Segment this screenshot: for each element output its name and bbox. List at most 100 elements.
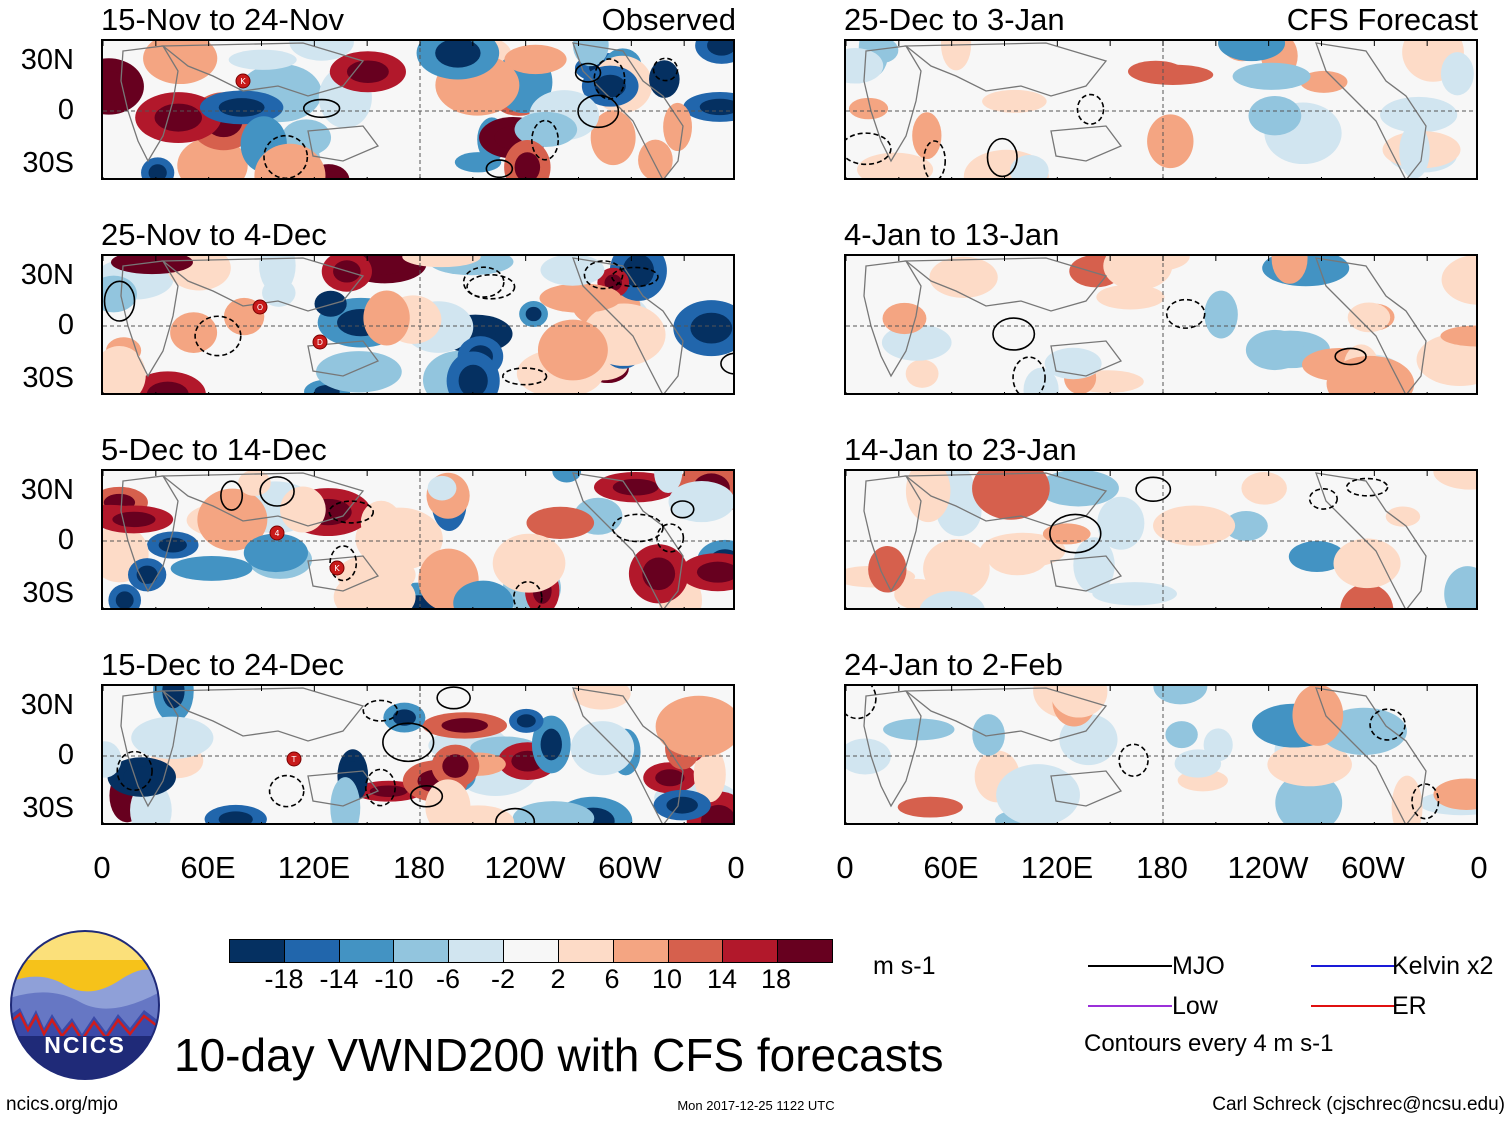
mjo-contour: [1135, 476, 1172, 503]
mjo-contour: [1369, 708, 1406, 741]
colorbar-swatch: [612, 940, 668, 962]
coastline: [904, 257, 1108, 312]
map-field-right-3: [846, 471, 1476, 608]
anomaly-blob: [940, 41, 972, 71]
anomaly-blob: [1391, 775, 1423, 823]
mjo-contour: [1076, 93, 1105, 125]
map-field-right-1: [846, 41, 1476, 178]
legend-kelvin-line: [1311, 965, 1395, 967]
coastline: [863, 45, 922, 163]
panel-title-left-1: 15-Nov to 24-Nov: [101, 2, 344, 37]
mjo-contour: [466, 274, 516, 300]
map-panel-left-1: K: [101, 39, 735, 180]
anomaly-core: [622, 256, 655, 288]
mjo-contour: [1118, 743, 1149, 777]
anomaly-blob: [259, 256, 296, 294]
map-panel-right-1: [844, 39, 1478, 180]
panel-title-right-4: 24-Jan to 2-Feb: [844, 647, 1063, 682]
coastline: [1315, 472, 1427, 608]
anomaly-blob: [1340, 583, 1394, 608]
lon-label-180: 180: [393, 850, 445, 885]
footer-url[interactable]: ncics.org/mjo: [6, 1094, 118, 1115]
anomaly-core: [321, 296, 340, 311]
coastline: [572, 257, 684, 393]
anomaly-blob: [1399, 123, 1430, 178]
anomaly-blob: [1440, 52, 1474, 96]
lat-label-0: 0: [57, 94, 74, 126]
colorbar-swatch: [777, 940, 832, 962]
panel-title-right-3: 14-Jan to 23-Jan: [844, 432, 1077, 467]
anomaly-blob: [1147, 114, 1194, 169]
anomaly-blob: [972, 471, 1050, 520]
anomaly-blob: [504, 44, 567, 75]
mjo-contour: [259, 476, 295, 507]
anomaly-core: [458, 364, 488, 393]
anomaly-blob: [1333, 538, 1401, 589]
anomaly-blob: [980, 532, 1066, 568]
mjo-contour: [656, 523, 685, 553]
anomaly-blob: [1042, 523, 1091, 545]
anomaly-core: [441, 718, 488, 733]
mjo-contour: [720, 352, 733, 375]
legend-low-line: [1088, 1005, 1172, 1007]
colorbar-units: m s-1: [873, 952, 936, 980]
legend-low-label: Low: [1172, 992, 1218, 1020]
coastline: [1050, 125, 1123, 162]
mjo-contour: [922, 140, 947, 178]
anomaly-blob: [1271, 256, 1308, 284]
anomaly-blob: [360, 500, 402, 545]
anomaly-blob: [552, 471, 582, 483]
anomaly-blob: [1245, 329, 1305, 371]
anomaly-blob: [1037, 471, 1119, 507]
mjo-contour: [1334, 347, 1367, 366]
storm-marker: [269, 525, 285, 541]
mjo-contour: [583, 260, 624, 290]
lon-label-120w: 120W: [1227, 850, 1309, 885]
colorbar-label: -2: [490, 964, 515, 994]
anomaly-blob: [280, 486, 326, 533]
mjo-contour: [992, 317, 1036, 351]
coastline: [904, 472, 1108, 527]
anomaly-blob: [1385, 506, 1421, 527]
anomaly-blob: [996, 764, 1080, 823]
coastline: [120, 45, 179, 163]
anomaly-blob: [131, 716, 214, 760]
storm-marker-letter: K: [240, 77, 246, 86]
map-field-left-2: OD: [103, 256, 733, 393]
legend-er-line: [1311, 1005, 1395, 1007]
legend-er-label: ER: [1392, 992, 1427, 1020]
ncics-logo: [10, 930, 160, 1080]
map-panel-right-2: [844, 254, 1478, 395]
anomaly-blob: [427, 475, 457, 501]
panel-title-right-1: 25-Dec to 3-Jan: [844, 2, 1065, 37]
anomaly-blob: [905, 359, 939, 388]
storm-marker-letter: K: [334, 564, 340, 573]
anomaly-blob: [1300, 70, 1348, 93]
anomaly-blob: [526, 506, 595, 539]
anomaly-core: [655, 68, 673, 90]
anomaly-core: [707, 41, 733, 56]
anomaly-blob: [668, 481, 733, 523]
anomaly-core: [218, 98, 265, 117]
storm-marker-letter: 4: [274, 529, 279, 538]
colorbar-swatch: [393, 940, 449, 962]
mjo-contour: [1345, 477, 1389, 497]
lon-label-0: 0: [836, 850, 854, 885]
anomaly-core: [154, 103, 202, 132]
anomaly-blob: [336, 553, 416, 596]
anomaly-blob: [848, 97, 889, 120]
anomaly-blob: [363, 290, 410, 346]
anomaly-blob: [905, 471, 951, 523]
mjo-contour: [495, 807, 536, 823]
colorbar-swatch: [667, 940, 723, 962]
coastline: [572, 472, 684, 608]
legend-mjo-line: [1088, 965, 1172, 967]
lon-label-0: 0: [93, 850, 111, 885]
colorbar-label: -18: [264, 964, 304, 994]
lat-label-30n: 30N: [20, 259, 74, 291]
anomaly-blob: [1441, 256, 1476, 305]
colorbar-swatch: [448, 940, 504, 962]
storm-marker: [312, 334, 328, 350]
colorbar-label: 6: [604, 964, 620, 994]
panel-title-left-4: 15-Dec to 24-Dec: [101, 647, 344, 682]
